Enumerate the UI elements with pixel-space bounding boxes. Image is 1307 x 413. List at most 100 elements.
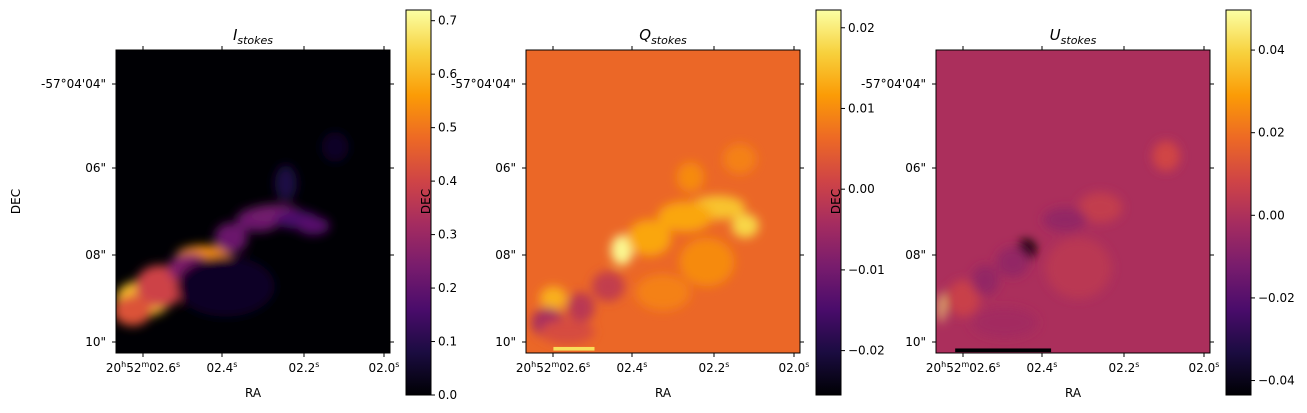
y-tick-label: 06"	[495, 161, 516, 175]
panel-title: Qstokes	[639, 26, 687, 47]
image-map	[936, 50, 1210, 353]
colorbar-tick-label: 0.3	[438, 228, 457, 242]
x-tick-label: 02.4s	[617, 360, 648, 375]
y-tick-label: 08"	[905, 248, 926, 262]
panel-2: 20h52m02.6s 02.4s 02.2s 02.0s -57°04'04" 06" 0…	[419, 9, 885, 400]
x-axis-label: RA	[245, 386, 262, 400]
emission-blob	[116, 295, 152, 326]
colorbar-tick-label: 0.00	[848, 182, 875, 196]
emission-blob	[539, 319, 595, 344]
image-emission	[531, 143, 759, 344]
colorbar-tick-label: 0.01	[848, 101, 875, 115]
panel-title: Ustokes	[1050, 26, 1097, 47]
x-axis-label: RA	[1065, 386, 1082, 400]
x-tick-label: 02.0s	[369, 360, 400, 375]
emission-blob	[627, 219, 672, 257]
y-axis-label: DEC	[9, 189, 23, 214]
y-tick-label: 10"	[85, 335, 106, 349]
emission-blob	[1045, 237, 1112, 299]
edge-artifact	[553, 346, 595, 351]
y-tick-label: 10"	[495, 335, 516, 349]
panel-title: Istokes	[233, 26, 273, 47]
emission-blob	[657, 201, 713, 232]
x-tick-label: 02.0s	[779, 360, 810, 375]
colorbar-tick-label: 0.2	[438, 281, 457, 295]
colorbar-gradient	[1225, 9, 1252, 396]
colorbar-tick-label: 0.0	[438, 388, 457, 402]
emission-blob	[567, 292, 595, 323]
emission-blob	[723, 143, 757, 175]
colorbar-tick-label: 0.5	[438, 121, 457, 135]
colorbar-tick-label: −0.01	[848, 263, 885, 277]
colorbar-tick-label: 0.7	[438, 14, 457, 28]
colorbar-tick-label: −0.02	[848, 344, 885, 358]
colorbar-tick-label: −0.04	[1258, 374, 1295, 388]
edge-artifact	[955, 348, 1052, 353]
emission-blob	[321, 131, 349, 163]
emission-blob	[274, 165, 297, 202]
colorbar-tick-label: 0.4	[438, 174, 457, 188]
emission-blob	[946, 280, 980, 317]
colorbar-tick-label: 0.00	[1258, 208, 1285, 222]
y-axis-label: DEC	[419, 189, 433, 214]
colorbar-tick-label: 0.04	[1258, 43, 1285, 57]
y-tick-label: 06"	[905, 161, 926, 175]
title-subscript: stokes	[651, 34, 687, 47]
emission-blob	[676, 162, 705, 193]
emission-blob	[176, 256, 275, 317]
emission-blob	[1078, 192, 1123, 223]
y-tick-label: 06"	[85, 161, 106, 175]
y-tick-label: 08"	[495, 248, 516, 262]
emission-blob	[610, 234, 633, 266]
panel-1: 20h52m02.6s 02.4s 02.2s 02.0s -57°04'04" 06" 0…	[9, 9, 457, 402]
emission-blob	[938, 292, 945, 323]
emission-blob	[971, 265, 1000, 296]
x-tick-label: 02.4s	[1027, 360, 1058, 375]
emission-blob	[591, 271, 625, 302]
x-tick-label: 02.2s	[1109, 360, 1140, 375]
colorbar-tick-label: 0.02	[848, 21, 875, 35]
colorbar-tick-label: 0.6	[438, 67, 457, 81]
image-emission	[938, 140, 1180, 338]
axes-frame	[525, 49, 801, 354]
x-tick-label: 20h52m02.6s	[516, 360, 590, 375]
image-background	[936, 50, 1210, 353]
colorbar-tick-label: 0.1	[438, 335, 457, 349]
x-tick-label: 02.0s	[1189, 360, 1220, 375]
y-tick-label: -57°04'04"	[451, 77, 516, 91]
x-tick-label: 02.2s	[289, 360, 320, 375]
title-main: I	[233, 26, 238, 44]
title-main: U	[1050, 26, 1061, 44]
image-map	[526, 50, 800, 353]
x-tick-label: 02.4s	[207, 360, 238, 375]
image-map	[116, 50, 390, 353]
emission-blob	[539, 286, 568, 311]
y-axis-label: DEC	[829, 189, 843, 214]
x-tick-label: 02.2s	[699, 360, 730, 375]
emission-blob	[635, 274, 691, 311]
colorbar-gradient	[405, 9, 432, 396]
title-main: Q	[639, 26, 651, 44]
emission-blob	[296, 216, 330, 235]
emission-blob	[996, 246, 1030, 278]
panel-3: 20h52m02.6s 02.4s 02.2s 02.0s -57°04'04" 06" 0…	[829, 9, 1295, 400]
emission-blob	[1152, 140, 1180, 172]
x-axis-label: RA	[655, 386, 672, 400]
emission-blob	[214, 222, 248, 254]
title-subscript: stokes	[237, 34, 273, 47]
emission-blob	[731, 213, 759, 238]
x-tick-label: 20h52m02.6s	[106, 360, 180, 375]
axes-frame	[115, 49, 391, 354]
colorbar: 0.0 0.1 0.2 0.3 0.4 0.5 0.6 0.7	[405, 9, 457, 402]
x-tick-label: 20h52m02.6s	[926, 360, 1000, 375]
title-subscript: stokes	[1061, 34, 1097, 47]
colorbar-gradient	[815, 9, 842, 396]
colorbar-tick-label: 0.02	[1258, 126, 1285, 140]
y-tick-label: -57°04'04"	[861, 77, 926, 91]
colorbar: −0.02 −0.01 0.00 0.01 0.02	[815, 9, 885, 396]
emission-blob	[679, 237, 735, 287]
y-tick-label: 08"	[85, 248, 106, 262]
axes-frame	[935, 49, 1211, 354]
emission-blob	[971, 307, 1038, 338]
